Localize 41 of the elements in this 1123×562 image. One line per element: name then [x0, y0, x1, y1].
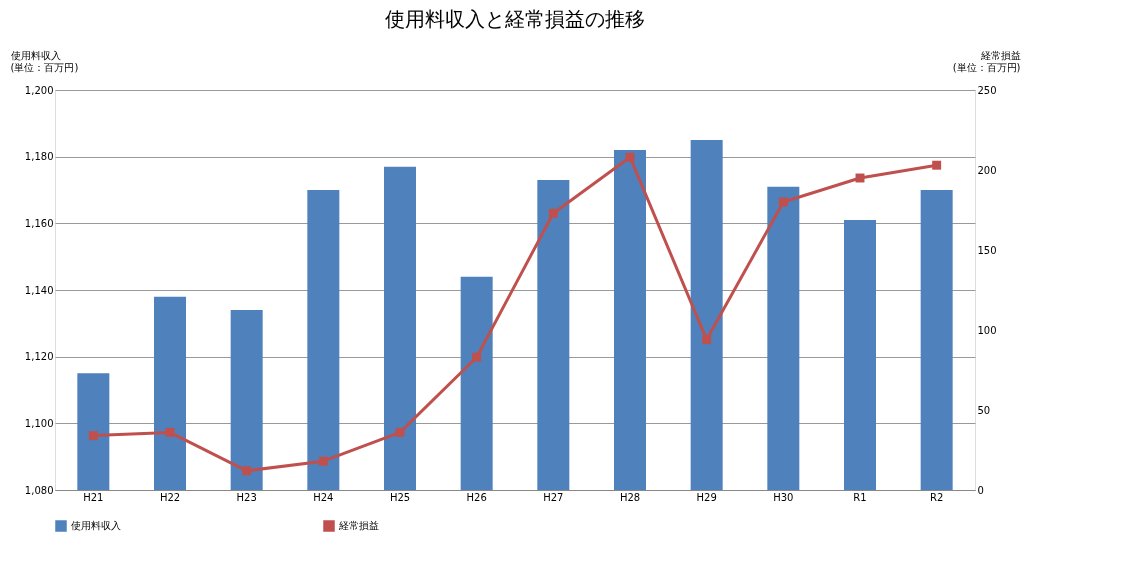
point [932, 160, 942, 170]
x-tick-label: H29 [696, 491, 717, 503]
point [165, 427, 175, 437]
x-tick-label: H27 [543, 491, 564, 503]
x-tick-label: H28 [619, 491, 641, 503]
point [625, 152, 635, 162]
point [88, 431, 98, 441]
x-tick-label: H21 [83, 491, 104, 503]
x-tick-label: H23 [236, 491, 257, 503]
y-tick-label: 1,180 [24, 151, 54, 163]
point [395, 427, 405, 437]
x-tick-label: H24 [313, 491, 334, 503]
legend-label: 使用料収入 [71, 520, 121, 531]
x-tick-label: R1 [853, 491, 867, 503]
point [242, 466, 252, 476]
y-tick-label: 1,100 [24, 417, 54, 429]
point [548, 208, 558, 218]
legend-label: 経常損益 [338, 520, 379, 531]
x-tick-label: R2 [930, 491, 944, 503]
point [472, 352, 482, 362]
x-tick-label: H25 [389, 491, 411, 503]
x-tick-label: H26 [466, 491, 487, 503]
y2-tick-label: 50 [977, 404, 991, 416]
y-tick-label: 1,140 [24, 284, 54, 296]
y2-tick-label: 250 [977, 84, 997, 96]
y-tick-label: 1,160 [24, 217, 54, 229]
point [778, 197, 788, 207]
x-tick-label: H22 [159, 491, 181, 503]
point [318, 456, 328, 466]
y-tick-label: 1,200 [24, 84, 54, 96]
y-tick-label: 1,080 [24, 484, 54, 496]
y2-tick-label: 0 [977, 484, 984, 496]
chart-title: 使用料収入と経常損益の推移 [385, 7, 645, 31]
x-tick-label: H30 [773, 491, 794, 503]
y2-tick-label: 150 [977, 244, 997, 256]
point [702, 335, 712, 345]
y-tick-label: 1,120 [24, 351, 54, 363]
y2-axis-title: 経常損益 (単位：百万円) [952, 49, 1021, 73]
y-axis-title: 使用料収入 (単位：百万円) [10, 49, 79, 73]
y2-tick-label: 100 [977, 324, 997, 336]
y2-tick-label: 200 [977, 164, 997, 176]
